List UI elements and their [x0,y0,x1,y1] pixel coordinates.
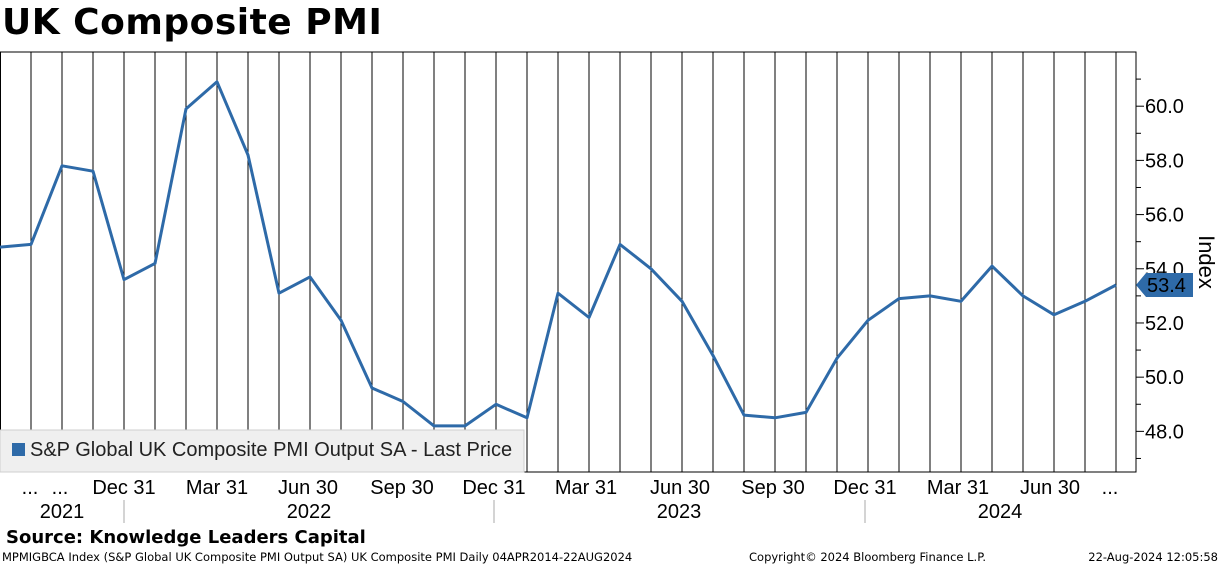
footer-copyright: Copyright© 2024 Bloomberg Finance L.P. [749,550,986,564]
x-tick-label: Jun 30 [650,477,710,499]
x-tick-label: Sep 30 [370,477,433,499]
plot-border [0,51,1137,473]
x-axis: ...... Dec 31 Mar 31 Jun 30 Sep 30 Dec 31 Mar … [22,477,1119,523]
last-value-text: 53.4 [1147,275,1186,297]
x-tick-label: Mar 31 [555,477,617,499]
x-tick-label: ... [1102,477,1119,499]
chart-title: UK Composite PMI [2,2,383,43]
y-axis: 48.050.052.054.056.058.060.0 [1136,78,1184,459]
y-tick-label: 48.0 [1145,421,1184,443]
last-value-tag [1136,273,1193,298]
y-tick-label: 58.0 [1145,150,1184,172]
x-year-label: 2021 [40,501,85,523]
footer-ticker: MPMIGBCA Index (S&P Global UK Composite … [2,550,633,564]
y-tick-label: 50.0 [1145,367,1184,389]
series-line-uk-composite-pmi [0,80,1117,428]
y-axis-title: Index [1194,235,1219,289]
legend-label: S&P Global UK Composite PMI Output SA - … [30,439,512,461]
source-note: Source: Knowledge Leaders Capital [6,527,366,548]
x-year-label: 2024 [978,501,1023,523]
x-tick-label: Jun 30 [1020,477,1080,499]
legend: S&P Global UK Composite PMI Output SA - … [0,429,525,473]
y-tick-label: 52.0 [1145,313,1184,335]
legend-box [0,429,525,473]
x-tick-label: Dec 31 [92,477,155,499]
last-value-label: 53.4 [1136,273,1193,298]
y-tick-label: 60.0 [1145,96,1184,118]
x-tick-label: ... [52,477,69,499]
x-tick-label: Mar 31 [186,477,248,499]
x-year-label: 2023 [657,501,702,523]
x-year-label: 2022 [287,501,332,523]
y-tick-label: 56.0 [1145,205,1184,227]
x-tick-label: Mar 31 [927,477,989,499]
x-tick-label: Sep 30 [741,477,804,499]
x-tick-label: ... [22,477,39,499]
x-tick-label: Dec 31 [462,477,525,499]
x-tick-label: Dec 31 [833,477,896,499]
plot-frame [0,51,1137,473]
gridlines [30,52,1117,472]
series-layer [0,80,1117,428]
footer-timestamp: 22-Aug-2024 12:05:58 [1088,550,1218,564]
legend-swatch [12,443,25,456]
x-tick-label: Jun 30 [278,477,338,499]
